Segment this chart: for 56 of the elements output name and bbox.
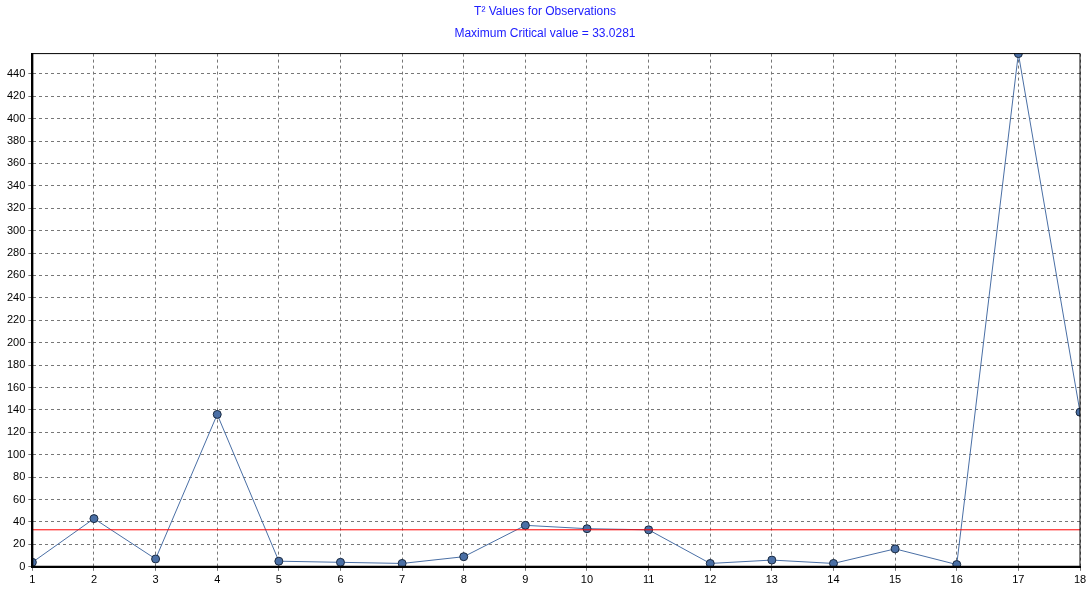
y-tick-label: 180: [6, 358, 26, 371]
point: [335, 557, 345, 567]
y-tick-label: 80: [13, 470, 26, 483]
point: [829, 558, 838, 567]
y-tick-label: 240: [6, 290, 26, 303]
chart-title: T² Values for Observations: [473, 3, 617, 20]
point: [520, 520, 530, 530]
x-tick-label: 6: [337, 573, 344, 586]
y-tick-label: 340: [6, 178, 26, 191]
y-tick-label: 420: [6, 89, 26, 102]
point: [397, 558, 407, 567]
x-tick-label: 8: [460, 573, 467, 586]
y-tick-label: 320: [6, 201, 26, 214]
y-tick-label: 20: [13, 537, 26, 550]
point: [952, 560, 962, 567]
x-tick-label: 2: [90, 573, 98, 586]
point: [151, 554, 161, 564]
y-tick-label: 200: [6, 335, 26, 348]
y-tick-label: 140: [6, 402, 26, 415]
x-tick-label: 18: [1073, 573, 1087, 586]
y-tick-label: 380: [6, 134, 26, 147]
y-tick-label: 40: [13, 515, 26, 528]
x-tick-label: 11: [642, 573, 655, 586]
point: [767, 555, 777, 565]
x-tick-label: 9: [522, 573, 529, 586]
chart-subtitle: Maximum Critical value = 33.0281: [453, 25, 637, 42]
y-tick-label: 60: [13, 492, 26, 505]
x-tick-label: 16: [950, 573, 963, 586]
x-tick-label: 4: [214, 573, 221, 586]
y-tick-label: 220: [6, 313, 26, 326]
x-tick-label: 17: [1012, 573, 1025, 586]
x-tick-label: 12: [704, 573, 717, 586]
x-tick-label: 7: [399, 573, 406, 586]
point: [459, 552, 469, 562]
y-tick-label: 100: [6, 447, 26, 460]
point: [212, 409, 222, 419]
y-tick-label: 0: [19, 559, 26, 572]
x-tick-label: 14: [827, 573, 840, 586]
point: [89, 514, 99, 524]
x-tick-label: 15: [889, 573, 902, 586]
y-tick-label: 360: [6, 156, 26, 169]
y-tick-label: 300: [6, 223, 26, 236]
y-tick-label: 440: [6, 66, 26, 79]
y-tick-label: 280: [6, 246, 26, 259]
x-tick-label: 5: [275, 573, 282, 586]
point: [705, 558, 715, 567]
x-tick-label: 13: [765, 573, 778, 586]
x-tick-label: 3: [152, 573, 159, 586]
y-tick-label: 120: [6, 425, 26, 438]
point: [890, 544, 900, 554]
x-tick-label: 10: [580, 573, 594, 586]
y-tick-label: 260: [6, 268, 26, 281]
y-tick-label: 160: [6, 380, 26, 393]
y-tick-label: 400: [6, 111, 26, 124]
x-tick-label: 1: [29, 573, 36, 586]
point: [274, 556, 284, 566]
